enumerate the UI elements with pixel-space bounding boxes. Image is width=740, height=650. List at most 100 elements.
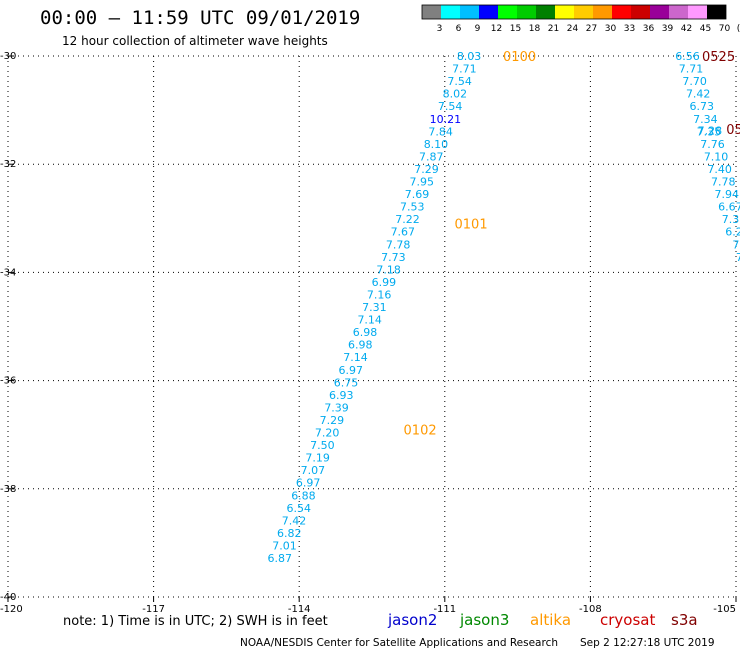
wave-height-label: 7.29 <box>320 414 345 427</box>
chart-subtitle: 12 hour collection of altimeter wave hei… <box>62 34 328 48</box>
colorbar-swatch <box>536 5 555 19</box>
wave-height-label: 6.98 <box>348 339 373 352</box>
wave-height-label: 7.78 <box>711 176 736 189</box>
pass-time-label: 0100 <box>503 50 536 65</box>
x-tick-label: -108 <box>579 604 602 615</box>
wave-height-label: 7.67 <box>391 226 416 239</box>
wave-height-label: 6.82 <box>277 527 302 540</box>
wave-height-label: 6.56 <box>675 50 700 63</box>
grid <box>7 55 737 598</box>
wave-height-label: 7.3 <box>732 238 740 251</box>
colorbar-label: 42 <box>681 24 692 34</box>
colorbar-label: 21 <box>548 24 559 34</box>
wave-height-label: 8.10 <box>424 138 449 151</box>
legend-item-altika: altika <box>530 611 571 629</box>
wave-height-label: 7.95 <box>409 176 434 189</box>
colorbar-frame <box>421 4 727 20</box>
colorbar-swatch <box>517 5 536 19</box>
legend-item-cryosat: cryosat <box>600 611 655 629</box>
wave-height-label: 6.97 <box>339 364 364 377</box>
wave-height-label: 7.07 <box>301 464 326 477</box>
wave-height-label: 8.02 <box>443 88 468 101</box>
wave-height-label: 6.23 <box>725 226 740 239</box>
colorbar-swatch <box>498 5 517 19</box>
wave-height-label-overlap: 7.28 <box>698 124 723 137</box>
wave-height-label: 7.40 <box>707 163 732 176</box>
legend-item-s3a: s3a <box>671 611 698 629</box>
wave-height-label: 6.99 <box>372 276 397 289</box>
wave-height-label: 7.16 <box>367 288 392 301</box>
wave-height-label: 7.53 <box>400 201 425 214</box>
colorbar-label: 18 <box>529 24 541 34</box>
pass-time-label: 0101 <box>455 218 488 233</box>
pass-time-label: 0102 <box>404 423 437 438</box>
colorbar-swatch <box>688 5 707 19</box>
axis-ticks: -120 -117 -114 -111 -108 -105 -30 -32 -34 -36 -38 -… <box>0 51 737 615</box>
wave-height-label: 7.14 <box>343 351 368 364</box>
wave-height-label: 7.42 <box>282 514 307 527</box>
colorbar-label: 6 <box>456 24 462 34</box>
wave-height-label: 7.4 <box>736 251 740 264</box>
colorbar-swatch <box>593 5 612 19</box>
data-labels: 8.037.717.548.027.5410.217.848.107.877.2… <box>268 50 740 565</box>
wave-height-label: 6.73 <box>690 100 715 113</box>
wave-height-label: 7.42 <box>686 88 711 101</box>
wave-height-label: 7.87 <box>419 150 444 163</box>
wave-height-label: 7.84 <box>428 125 453 138</box>
wave-height-label: 7.70 <box>682 75 707 88</box>
colorbar-label: 39 <box>662 24 674 34</box>
wave-height-label: 6.88 <box>291 489 316 502</box>
wave-height-label: 7.34 <box>693 113 718 126</box>
colorbar-label: 45 <box>700 24 711 34</box>
colorbar-label: 15 <box>510 24 521 34</box>
wave-height-label: 8.03 <box>457 50 482 63</box>
credit-text: NOAA/NESDIS Center for Satellite Applica… <box>240 637 558 649</box>
colorbar-label: 33 <box>624 24 635 34</box>
wave-height-label: 7.35 <box>697 125 722 138</box>
pass-time-label: 0525 <box>702 50 735 65</box>
wave-height-label: 7.33 <box>722 213 740 226</box>
wave-height-label: 10.21 <box>430 113 462 126</box>
timestamp-text: Sep 2 12:27:18 UTC 2019 <box>580 637 715 649</box>
wave-height-label: 7.18 <box>376 263 401 276</box>
y-tick-label: -36 <box>0 376 16 387</box>
legend-item-jason3: jason3 <box>459 611 509 629</box>
pass-time-label: 05 <box>726 123 740 138</box>
colorbar-label: 36 <box>643 24 655 34</box>
y-tick-label: -40 <box>0 592 16 603</box>
wave-height-label: 7.20 <box>315 427 340 440</box>
wave-height-label: 7.29 <box>414 163 439 176</box>
x-tick-label: -117 <box>142 604 165 615</box>
wave-height-label: 7.71 <box>679 63 704 76</box>
x-tick-label: -105 <box>713 604 736 615</box>
wave-height-label: 7.14 <box>357 314 382 327</box>
wave-height-label: 7.10 <box>704 150 729 163</box>
colorbar-swatch <box>650 5 669 19</box>
colorbar-swatch <box>631 5 650 19</box>
y-tick-label: -32 <box>0 159 16 170</box>
wave-height-label: 7.31 <box>362 301 387 314</box>
satellite-legend: jason2 jason3 altika cryosat s3a <box>387 611 698 629</box>
colorbar-swatch <box>479 5 498 19</box>
legend-item-jason2: jason2 <box>387 611 437 629</box>
wave-height-label: 6.54 <box>286 502 311 515</box>
colorbar-label: 12 <box>491 24 502 34</box>
colorbar-label: 9 <box>475 24 481 34</box>
colorbar-swatch <box>555 5 574 19</box>
wave-height-label: 7.76 <box>700 138 725 151</box>
colorbar-label: 3 <box>437 24 443 34</box>
colorbar-label: (ft) <box>737 24 740 34</box>
wave-height-label: 7.19 <box>305 452 330 465</box>
wave-height-label: 6.87 <box>268 552 293 565</box>
wave-height-label: 7.94 <box>715 188 740 201</box>
colorbar-label: 70 <box>719 24 731 34</box>
wave-height-label: 7.54 <box>447 75 472 88</box>
colorbar-label: 24 <box>567 24 579 34</box>
colorbar-swatch <box>422 5 441 19</box>
wave-height-label: 7.73 <box>381 251 406 264</box>
wave-height-label: 6.98 <box>353 326 378 339</box>
wave-height-label: 7.69 <box>405 188 430 201</box>
wave-height-label: 6.97 <box>296 477 321 490</box>
colorbar-swatch <box>574 5 593 19</box>
